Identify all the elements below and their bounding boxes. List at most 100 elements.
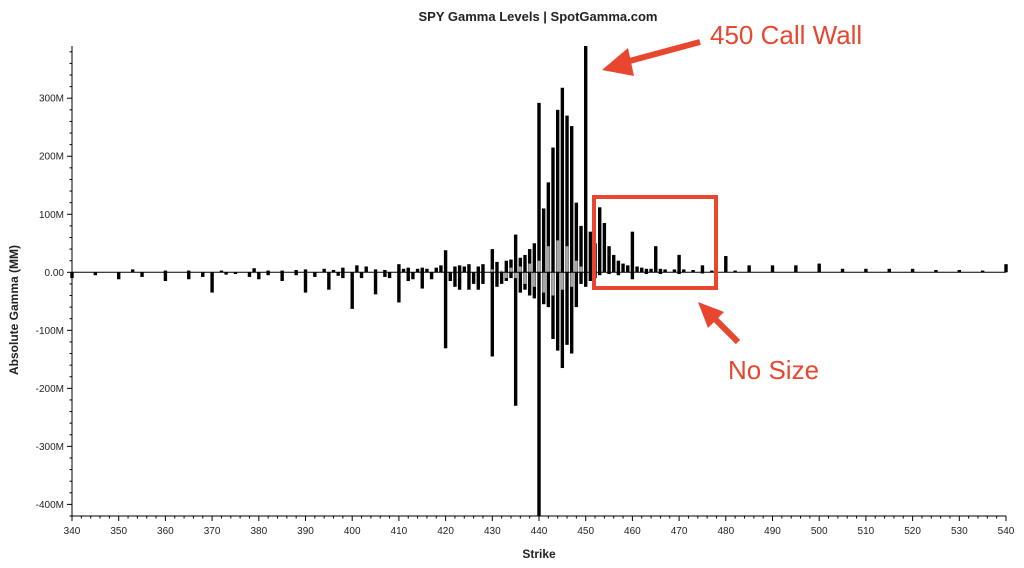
annotation-no-size-arrow bbox=[709, 313, 741, 345]
bar-s0-449-57 bbox=[579, 272, 583, 284]
annotation-no-size-text: No Size bbox=[728, 355, 819, 385]
bar-s0-392-16 bbox=[313, 272, 317, 277]
bar-s0-355-3 bbox=[140, 272, 144, 277]
bar-s1-388-7 bbox=[294, 269, 298, 273]
bar-s0-428-37 bbox=[481, 272, 485, 284]
bar-s0-446-54 bbox=[565, 272, 569, 345]
chart-title: SPY Gamma Levels | SpotGamma.com bbox=[419, 9, 658, 24]
x-tick-label-3: 370 bbox=[204, 526, 221, 537]
bar-s2-437-6 bbox=[523, 272, 527, 284]
annotations: 450 Call Wall No Size bbox=[592, 20, 862, 385]
bar-s1-401-12 bbox=[355, 265, 359, 273]
bar-s1-457-57 bbox=[616, 260, 621, 273]
bar-s1-470-69 bbox=[677, 254, 681, 273]
bar-s1-372-3 bbox=[219, 270, 224, 273]
bar-s0-463-65 bbox=[644, 272, 649, 275]
bar-s2-435-4 bbox=[514, 272, 518, 279]
bar-s1-461-61 bbox=[635, 266, 639, 273]
annotation-no-size-box bbox=[592, 195, 718, 290]
x-axis-label: Strike bbox=[522, 547, 556, 561]
bar-s1-435-35 bbox=[513, 234, 518, 273]
bar-s0-388-14 bbox=[294, 272, 298, 276]
bar-s1-535-86 bbox=[980, 270, 985, 273]
bar-s2-436-5 bbox=[518, 266, 522, 273]
bar-s0-385-13 bbox=[280, 272, 284, 281]
bar-s2-443-12 bbox=[551, 272, 555, 296]
x-tick-label-11: 450 bbox=[577, 526, 594, 537]
bar-s0-413-27 bbox=[411, 272, 415, 280]
bar-s0-421-31 bbox=[448, 272, 452, 281]
x-tick-label-1: 350 bbox=[110, 526, 127, 537]
bar-s1-510-81 bbox=[864, 268, 868, 273]
bar-s0-360-4 bbox=[163, 272, 168, 281]
bar-s0-345-1 bbox=[93, 272, 98, 276]
bar-s0-402-21 bbox=[359, 272, 364, 279]
bar-s1-419-23 bbox=[439, 265, 443, 273]
bar-s1-467-67 bbox=[663, 269, 667, 273]
x-tick-label-17: 510 bbox=[858, 526, 875, 537]
bar-s0-453-61 bbox=[598, 272, 602, 276]
bar-s1-448-48 bbox=[574, 202, 579, 273]
bar-s1-495-78 bbox=[794, 265, 798, 273]
x-tick-label-5: 390 bbox=[297, 526, 314, 537]
x-tick-label-14: 480 bbox=[717, 526, 734, 537]
bar-s1-360-1 bbox=[163, 270, 168, 273]
bar-s1-520-83 bbox=[910, 268, 915, 273]
bar-s1-416-21 bbox=[425, 268, 429, 273]
bar-s0-438-46 bbox=[527, 272, 532, 296]
bar-s1-379-4 bbox=[252, 268, 256, 273]
bar-s1-454-54 bbox=[602, 222, 607, 273]
bar-s1-422-25 bbox=[453, 266, 457, 273]
bar-s0-378-10 bbox=[247, 272, 252, 277]
bar-s1-427-29 bbox=[476, 266, 480, 273]
bar-s1-441-41 bbox=[541, 208, 546, 273]
bar-s1-425-28 bbox=[467, 264, 471, 273]
bar-s1-505-80 bbox=[840, 268, 845, 273]
bar-s0-444-52 bbox=[555, 272, 560, 351]
bar-s0-457-63 bbox=[616, 272, 621, 276]
bar-s1-469-68 bbox=[672, 269, 677, 273]
bar-s1-414-19 bbox=[415, 268, 420, 273]
bar-s0-412-26 bbox=[406, 272, 410, 281]
bar-s1-438-38 bbox=[527, 249, 532, 273]
x-tick-label-10: 440 bbox=[531, 526, 548, 537]
bar-s1-439-39 bbox=[532, 243, 537, 273]
bar-s1-525-84 bbox=[934, 269, 938, 273]
bar-s0-442-50 bbox=[546, 272, 551, 308]
bar-s0-431-39 bbox=[495, 272, 499, 287]
bar-s0-445-53 bbox=[560, 272, 565, 369]
bar-s1-423-26 bbox=[457, 265, 462, 273]
bar-s1-411-17 bbox=[401, 268, 406, 273]
bar-s1-450-50 bbox=[584, 46, 588, 273]
bar-s0-395-17 bbox=[327, 272, 331, 290]
bar-s1-424-27 bbox=[462, 266, 466, 273]
bar-s1-490-77 bbox=[770, 265, 775, 273]
y-tick-label-3: 0.00 bbox=[45, 268, 65, 279]
bar-s0-400-20 bbox=[350, 272, 354, 309]
x-tick-label-18: 520 bbox=[904, 526, 921, 537]
bar-s1-465-65 bbox=[654, 246, 658, 273]
bar-s1-440-40 bbox=[537, 102, 541, 273]
bar-s0-425-34 bbox=[467, 272, 471, 290]
bar-s1-540-87 bbox=[1004, 264, 1008, 273]
x-tick-label-4: 380 bbox=[250, 526, 267, 537]
bar-s0-350-2 bbox=[117, 272, 121, 280]
annotation-call-wall-arrowhead bbox=[602, 48, 634, 76]
bar-s1-398-11 bbox=[341, 267, 345, 273]
bar-s1-447-47 bbox=[569, 126, 574, 273]
x-tick-label-2: 360 bbox=[157, 526, 174, 537]
bar-s1-485-76 bbox=[747, 265, 751, 273]
bar-s1-455-55 bbox=[607, 246, 611, 273]
bar-s1-412-18 bbox=[406, 267, 410, 273]
x-tick-label-0: 340 bbox=[64, 526, 81, 537]
bar-s1-459-59 bbox=[626, 265, 630, 273]
x-ticks: 340 350 360 370 380 390 400 410 420 430 440 450 460 4… bbox=[64, 516, 1015, 537]
bar-s1-471-70 bbox=[682, 269, 686, 273]
y-ticks: 300M 200M 100M 0.00 -100M -200M -300M -400M bbox=[36, 51, 72, 517]
bar-s0-415-28 bbox=[420, 272, 424, 289]
x-tick-label-16: 500 bbox=[811, 526, 828, 537]
bar-s0-390-15 bbox=[303, 272, 308, 293]
bar-s1-466-66 bbox=[658, 268, 663, 273]
bar-s1-515-82 bbox=[887, 268, 891, 273]
